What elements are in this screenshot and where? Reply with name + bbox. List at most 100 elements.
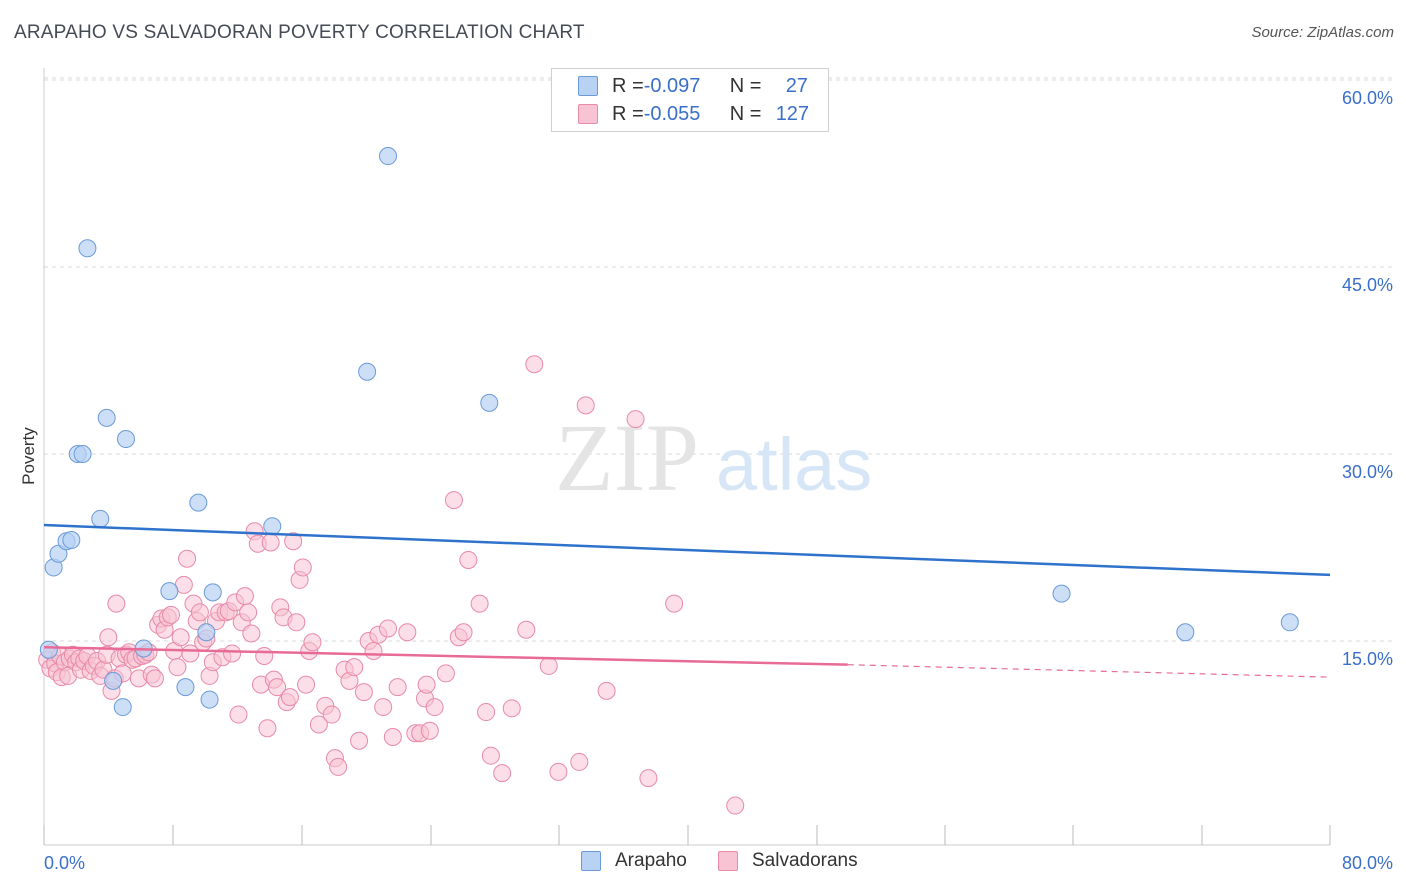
- salvadorans-point: [665, 594, 684, 613]
- salvadorans-point: [454, 623, 473, 642]
- salvadorans-point: [284, 532, 303, 551]
- salvadorans-point: [481, 746, 500, 765]
- source-label: Source: ZipAtlas.com: [1251, 24, 1394, 41]
- salvadorans-point: [388, 678, 407, 697]
- salvadorans-point: [383, 727, 402, 746]
- salvadorans-trend-line: [43, 645, 848, 666]
- salvadorans-point: [99, 628, 118, 647]
- legend-n-label-salvadorans: N =: [729, 102, 762, 125]
- arapaho-point: [160, 582, 179, 601]
- legend-row-salvadorans: R = -0.055 N = 127: [552, 101, 809, 127]
- correlation-legend: R = -0.097 N = 27 R = -0.055 N = 127: [551, 68, 829, 132]
- salvadorans-point: [107, 594, 126, 613]
- legend-item-salvadorans[interactable]: Salvadorans: [718, 850, 858, 872]
- arapaho-swatch: [578, 76, 598, 96]
- arapaho-trend-line: [43, 523, 1331, 577]
- salvadorans-swatch: [578, 104, 598, 124]
- salvadorans-point: [280, 688, 299, 707]
- legend-r-value-salvadorans: -0.055: [643, 102, 701, 125]
- legend-r-value-arapaho: -0.097: [643, 74, 701, 97]
- salvadorans-point: [597, 681, 616, 700]
- salvadorans-point: [145, 669, 164, 688]
- arapaho-point: [62, 531, 81, 550]
- salvadorans-point: [171, 628, 190, 647]
- salvadorans-point: [287, 613, 306, 632]
- arapaho-legend-label: Arapaho: [615, 850, 687, 871]
- legend-n-value-salvadorans: 127: [775, 102, 810, 125]
- arapaho-point: [263, 517, 282, 536]
- legend-item-arapaho[interactable]: Arapaho: [581, 850, 687, 872]
- salvadorans-point: [639, 769, 658, 788]
- arapaho-point: [197, 623, 216, 642]
- salvadorans-point: [436, 664, 455, 683]
- salvadorans-point: [549, 762, 568, 781]
- salvadorans-trend-extension: [847, 664, 1331, 678]
- salvadorans-point: [242, 624, 261, 643]
- y-tick-label: 30.0%: [1342, 462, 1393, 482]
- salvadorans-point: [258, 719, 277, 738]
- salvadorans-point: [268, 678, 287, 697]
- y-tick-label: 15.0%: [1342, 649, 1393, 669]
- salvadorans-point: [379, 619, 398, 638]
- legend-r-label-arapaho: R =: [612, 74, 644, 97]
- salvadorans-point: [235, 587, 254, 606]
- salvadorans-point: [239, 603, 258, 622]
- arapaho-point: [379, 147, 398, 166]
- salvadorans-point: [477, 703, 496, 722]
- legend-row-arapaho: R = -0.097 N = 27: [552, 73, 808, 99]
- chart-title: ARAPAHO VS SALVADORAN POVERTY CORRELATIO…: [14, 22, 585, 43]
- salvadorans-point: [329, 757, 348, 776]
- salvadorans-point: [459, 550, 478, 569]
- legend-n-value-arapaho: 27: [785, 74, 808, 97]
- salvadorans-point: [417, 675, 436, 694]
- salvadorans-point: [345, 658, 364, 677]
- salvadorans-point: [525, 355, 544, 374]
- watermark-atlas: atlas: [716, 423, 872, 506]
- salvadorans-point: [493, 764, 512, 783]
- salvadorans-point: [398, 623, 417, 642]
- salvadorans-point: [350, 731, 369, 750]
- x-tick-label-max: 80.0%: [1342, 853, 1393, 873]
- arapaho-point: [189, 493, 208, 512]
- salvadorans-point: [190, 603, 209, 622]
- salvadorans-point: [374, 698, 393, 717]
- salvadorans-point: [517, 620, 536, 639]
- salvadorans-point: [539, 656, 558, 675]
- salvadorans-point: [293, 558, 312, 577]
- arapaho-point: [203, 583, 222, 602]
- salvadorans-point: [297, 675, 316, 694]
- salvadorans-point: [229, 705, 248, 724]
- salvadorans-point: [223, 644, 242, 663]
- arapaho-point: [78, 239, 97, 258]
- salvadorans-point: [576, 396, 595, 415]
- y-axis-label: Poverty: [19, 427, 38, 485]
- arapaho-point: [1176, 623, 1195, 642]
- arapaho-point: [104, 671, 123, 690]
- x-tick-label-min: 0.0%: [44, 853, 85, 873]
- arapaho-point: [91, 509, 110, 528]
- legend-r-label-salvadorans: R =: [612, 102, 644, 125]
- arapaho-point: [113, 698, 132, 717]
- salvadorans-point: [261, 533, 280, 552]
- salvadorans-point: [444, 491, 463, 510]
- legend-n-label-arapaho: N =: [729, 74, 762, 97]
- series-legend: Arapaho Salvadorans: [0, 850, 1406, 880]
- arapaho-point: [116, 430, 135, 449]
- arapaho-point: [480, 393, 499, 412]
- salvadorans-point: [470, 594, 489, 613]
- arapaho-point: [39, 640, 58, 659]
- salvadorans-legend-swatch: [718, 851, 738, 871]
- salvadorans-point: [309, 715, 328, 734]
- salvadorans-point: [425, 698, 444, 717]
- salvadorans-point: [168, 658, 187, 677]
- salvadorans-point: [161, 605, 180, 624]
- salvadorans-point: [726, 796, 745, 815]
- salvadorans-point: [420, 721, 439, 740]
- arapaho-point: [73, 445, 92, 463]
- arapaho-point: [1280, 613, 1299, 632]
- salvadorans-point: [322, 705, 341, 724]
- arapaho-point: [97, 408, 116, 427]
- salvadorans-legend-label: Salvadorans: [752, 850, 858, 871]
- salvadorans-point: [502, 699, 521, 718]
